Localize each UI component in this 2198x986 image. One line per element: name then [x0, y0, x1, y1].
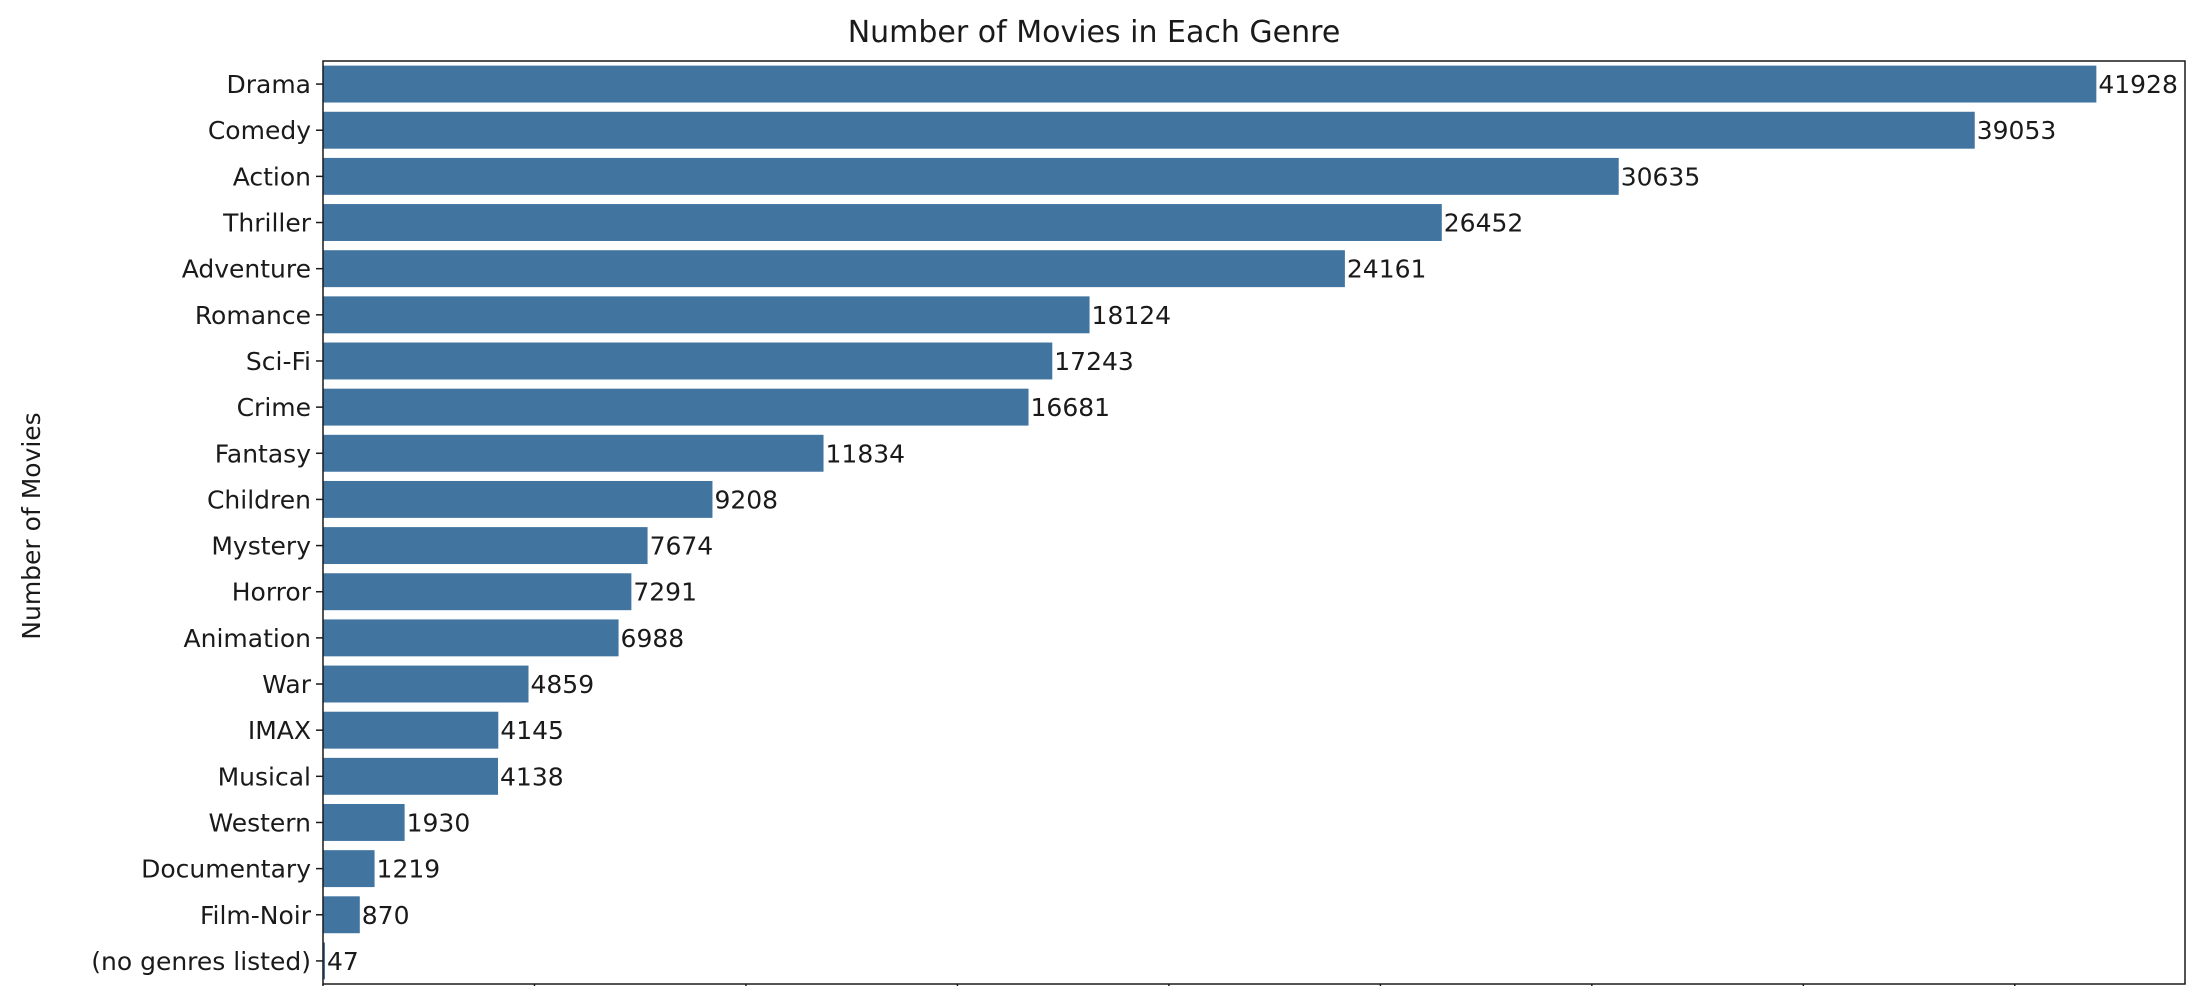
y-tick-label: Comedy	[208, 116, 311, 145]
y-tick-label: Western	[208, 808, 311, 837]
bar	[323, 480, 713, 518]
data-label: 7291	[633, 578, 697, 607]
bar	[323, 804, 405, 841]
data-label: 4138	[500, 762, 564, 791]
bar	[323, 157, 1619, 195]
data-label: 30635	[1621, 162, 1701, 191]
bar	[323, 388, 1029, 426]
y-tick-label: Crime	[237, 393, 311, 422]
bar	[323, 250, 1345, 288]
bar	[323, 942, 325, 980]
bar	[323, 573, 632, 611]
y-ticks-group: Drama Comedy Action Thriller Adventure Romanc…	[91, 70, 323, 976]
bar	[323, 665, 529, 703]
data-label: 24161	[1347, 255, 1427, 284]
y-tick-label: Adventure	[182, 255, 311, 284]
y-tick-label: Drama	[226, 70, 311, 99]
bar	[323, 434, 824, 472]
bar	[323, 296, 1090, 334]
y-tick-label: Musical	[218, 762, 311, 791]
bar	[323, 896, 360, 934]
y-tick-label: IMAX	[248, 716, 311, 745]
data-label: 9208	[714, 485, 778, 514]
bar	[323, 711, 499, 749]
bar	[323, 527, 648, 565]
bars-group	[323, 65, 2097, 980]
y-tick-label: Mystery	[211, 532, 311, 561]
y-tick-label: Children	[207, 485, 311, 514]
data-label: 870	[362, 901, 410, 930]
y-tick-label: Sci-Fi	[246, 347, 311, 376]
data-label: 18124	[1092, 301, 1172, 330]
bar	[323, 850, 375, 888]
data-label: 11834	[826, 439, 906, 468]
y-tick-label: Romance	[195, 301, 311, 330]
y-tick-label: Documentary	[141, 855, 311, 884]
bar	[323, 757, 499, 795]
y-tick-label: Thriller	[222, 209, 312, 238]
data-label: 1930	[407, 808, 471, 837]
plot-frame	[322, 60, 2186, 985]
data-label: 16681	[1031, 393, 1111, 422]
data-label: 7674	[650, 532, 714, 561]
data-label: 17243	[1054, 347, 1134, 376]
y-tick-label: Fantasy	[215, 439, 311, 468]
bar	[323, 619, 619, 657]
bar	[323, 204, 1442, 241]
y-tick-label: War	[262, 670, 311, 699]
data-label: 1219	[377, 855, 441, 884]
chart-title: Number of Movies in Each Genre	[848, 15, 1341, 50]
bar	[323, 111, 1975, 149]
y-tick-label: (no genres listed)	[91, 947, 311, 976]
y-tick-label: Horror	[232, 578, 312, 607]
data-label: 4145	[500, 716, 564, 745]
data-label: 26452	[1444, 209, 1524, 238]
bar	[323, 65, 2097, 103]
y-tick-label: Film-Noir	[200, 901, 312, 930]
x-ticks-group	[322, 984, 2016, 986]
data-label: 41928	[2098, 70, 2178, 99]
bar	[323, 342, 1053, 380]
data-label: 4859	[531, 670, 595, 699]
data-labels-group: 41928 39053 30635 26452 24161 18124 17243 16681…	[327, 70, 2178, 976]
data-label: 39053	[1977, 116, 2057, 145]
data-label: 6988	[621, 624, 685, 653]
y-tick-label: Action	[233, 162, 311, 191]
data-label: 47	[327, 947, 359, 976]
y-axis-label: Number of Movies	[17, 412, 46, 639]
y-tick-label: Animation	[184, 624, 311, 653]
